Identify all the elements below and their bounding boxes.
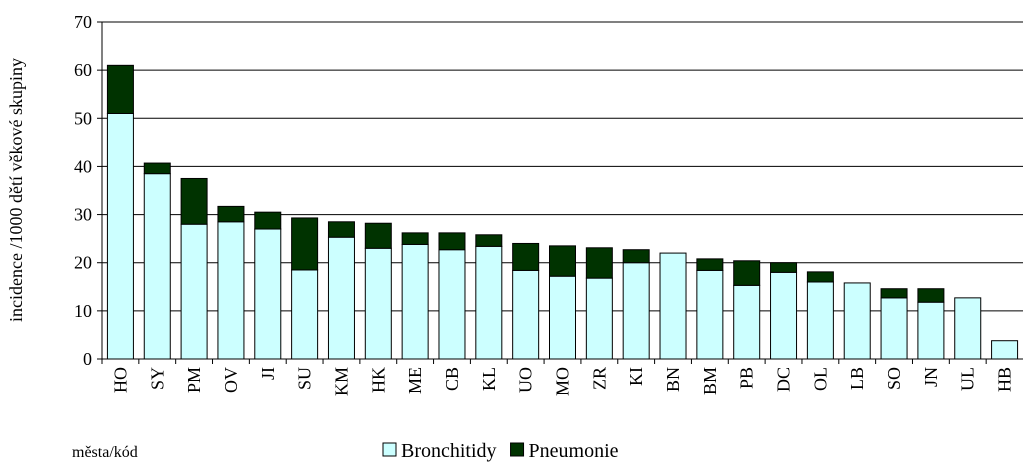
y-tick-label: 0 (83, 349, 92, 369)
bar-segment (549, 275, 576, 360)
bar-segment (696, 258, 724, 271)
x-tick-label: OV (221, 367, 241, 393)
x-tick-label: CB (442, 367, 462, 391)
legend-swatch (510, 442, 525, 457)
bar-segment (880, 288, 908, 299)
bar-segment (180, 223, 208, 360)
legend-label: Bronchitidy (401, 440, 497, 462)
bar-segment (733, 260, 761, 286)
bar-segment (770, 271, 798, 360)
bar-segment (770, 262, 798, 273)
bar-segment (291, 217, 319, 271)
x-tick-label: SY (147, 367, 167, 390)
bar-segment (106, 64, 134, 114)
bar-segment (364, 222, 392, 249)
bar-segment (217, 205, 245, 223)
x-tick-label: SU (295, 367, 315, 390)
bar-segment (696, 269, 724, 360)
bar-segment (585, 247, 613, 279)
bar-segment (880, 297, 908, 360)
bar-segment (512, 242, 540, 271)
y-tick-label: 10 (74, 301, 92, 321)
bar-segment (512, 269, 540, 360)
bar-segment (217, 221, 245, 360)
x-tick-label: KI (626, 367, 646, 386)
bar-segment (585, 277, 613, 360)
bar-segment (733, 284, 761, 360)
bar-segment (438, 232, 466, 251)
y-tick-label: 20 (74, 253, 92, 273)
bar-segment (291, 269, 319, 360)
x-tick-label: ZR (589, 367, 609, 390)
x-tick-label: OL (810, 367, 830, 391)
bar-segment (806, 271, 834, 283)
x-tick-label: DC (774, 367, 794, 392)
x-tick-label: LB (847, 367, 867, 390)
x-tick-label: KL (479, 367, 499, 391)
bar-segment (917, 288, 945, 303)
x-tick-label: BN (663, 367, 683, 392)
legend-label: Pneumonie (529, 440, 619, 462)
y-tick-label: 30 (74, 205, 92, 225)
bar-segment (180, 177, 208, 225)
bar-segment (327, 221, 355, 238)
y-tick-label: 50 (74, 108, 92, 128)
x-tick-label: JI (258, 367, 278, 380)
x-tick-label: ME (405, 367, 425, 394)
bar-segment (254, 228, 282, 360)
y-axis-label: incidence /1000 dětí věkové skupiny (6, 58, 26, 322)
x-tick-label: HB (995, 367, 1015, 392)
x-tick-label: KM (331, 367, 351, 396)
x-tick-label: SO (884, 367, 904, 390)
bar-segment (954, 297, 982, 360)
x-tick-label: BM (700, 367, 720, 395)
x-tick-label: HO (110, 367, 130, 393)
bar-segment (401, 243, 429, 360)
bar-segment (843, 282, 871, 360)
x-tick-label: PM (184, 367, 204, 393)
legend-swatch (382, 442, 397, 457)
bar-segment (401, 232, 429, 245)
x-tick-label: PB (737, 367, 757, 389)
bar-segment (438, 249, 466, 360)
x-tick-label: UL (958, 367, 978, 391)
bar-segment (254, 211, 282, 230)
bar-segment (622, 262, 650, 360)
bar-segment (475, 234, 503, 247)
bar-segment (364, 247, 392, 360)
bar-segment (106, 112, 134, 360)
bar-segment (475, 245, 503, 360)
x-tick-label: JN (921, 367, 941, 387)
bar-segment (806, 281, 834, 360)
bar-segment (659, 252, 687, 360)
bar-segment (143, 162, 171, 175)
y-tick-label: 40 (74, 156, 92, 176)
bar-segment (549, 245, 576, 277)
x-axis-label: města/kód (72, 444, 138, 461)
y-tick-label: 60 (74, 60, 92, 80)
x-tick-label: UO (516, 367, 536, 393)
bar-segment (917, 301, 945, 360)
y-tick-label: 70 (74, 12, 92, 32)
bar-segment (622, 249, 650, 264)
x-tick-label: HK (368, 367, 388, 393)
bar-segment (991, 340, 1019, 360)
x-tick-label: MO (553, 367, 573, 396)
bar-segment (327, 236, 355, 360)
bar-segment (143, 173, 171, 360)
